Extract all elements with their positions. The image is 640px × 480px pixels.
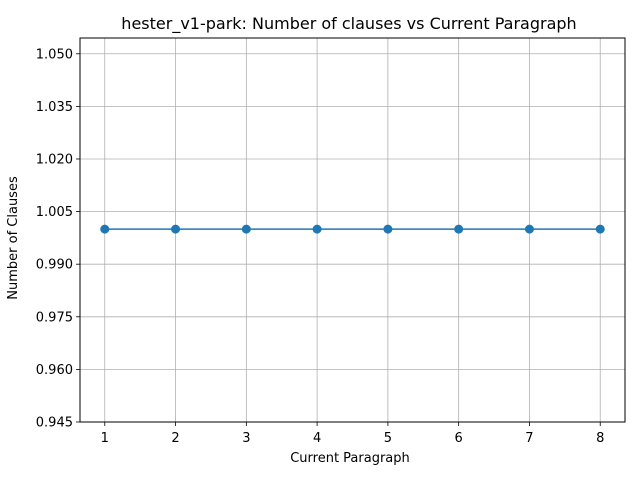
y-tick-label: 1.005 [36, 205, 73, 220]
plot-frame [79, 37, 626, 423]
data-point [454, 224, 464, 234]
x-tick-label: 4 [313, 431, 321, 446]
x-tick-label: 2 [171, 431, 179, 446]
x-tick-label: 5 [384, 431, 392, 446]
y-tick-label: 1.035 [36, 100, 73, 115]
y-tick-label: 0.975 [36, 310, 73, 325]
y-tick-label: 0.990 [36, 258, 73, 273]
data-point [383, 224, 393, 234]
chart-title: hester_v1-park: Number of clauses vs Cur… [121, 14, 576, 34]
x-tick-label: 1 [101, 431, 109, 446]
x-tick-label: 7 [525, 431, 533, 446]
data-point [171, 224, 181, 234]
x-tick-label: 3 [242, 431, 250, 446]
x-tick-label: 8 [596, 431, 604, 446]
data-series [100, 224, 605, 234]
y-tick-label: 0.960 [36, 363, 73, 378]
y-axis-label: Number of Clauses [6, 176, 21, 300]
y-tick-label: 1.050 [36, 47, 73, 62]
y-axis-ticks: 0.945 0.960 0.975 0.990 1.005 1.020 1.035 1.050 [36, 47, 80, 431]
y-tick-label: 1.020 [36, 152, 73, 167]
data-point [100, 224, 110, 234]
x-tick-label: 6 [455, 431, 463, 446]
x-axis-label: Current Paragraph [290, 451, 410, 466]
x-axis-ticks: 1 2 3 4 5 6 7 8 [101, 422, 604, 446]
data-point [524, 224, 534, 234]
y-tick-label: 0.945 [36, 416, 73, 431]
data-point [595, 224, 605, 234]
data-point [312, 224, 322, 234]
data-point [241, 224, 251, 234]
